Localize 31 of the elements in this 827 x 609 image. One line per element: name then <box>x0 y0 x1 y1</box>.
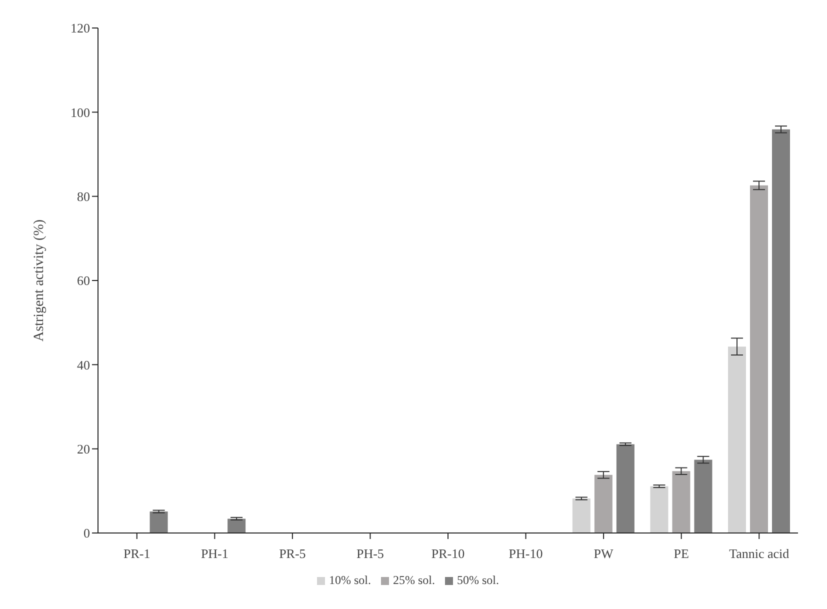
x-tick-label: Tannic acid <box>729 546 790 562</box>
bar <box>672 471 690 533</box>
y-tick-label: 120 <box>70 20 90 36</box>
y-tick-label: 80 <box>77 188 90 204</box>
x-tick-label: PR-5 <box>279 546 306 562</box>
y-tick-label: 60 <box>77 273 90 288</box>
y-tick-label: 20 <box>77 441 90 456</box>
bar <box>728 346 746 533</box>
y-axis-title: Astrigent activity (%) <box>32 219 47 342</box>
bar <box>650 486 668 533</box>
bar <box>228 518 246 533</box>
x-tick-label: PR-1 <box>124 546 150 562</box>
x-tick-label: PR-10 <box>431 546 465 562</box>
x-tick-label: PH-1 <box>200 546 228 562</box>
y-tick-label: 40 <box>77 357 90 372</box>
y-tick-label: 0 <box>84 526 90 541</box>
x-tick-label: PE <box>674 546 689 562</box>
y-tick-label: 100 <box>70 104 90 120</box>
bar <box>150 512 168 533</box>
x-tick-label: PH-5 <box>356 546 384 562</box>
bar <box>594 474 612 533</box>
legend-label: 25% sol. <box>393 573 435 587</box>
bar <box>750 185 768 533</box>
x-tick-label: PW <box>594 546 614 562</box>
bar <box>616 444 634 533</box>
x-tick-label: PH-10 <box>508 546 543 562</box>
bar <box>694 460 712 533</box>
bar <box>772 129 790 533</box>
legend-label: 50% sol. <box>457 573 499 587</box>
legend-label: 10% sol. <box>329 573 371 587</box>
bar <box>572 498 590 533</box>
